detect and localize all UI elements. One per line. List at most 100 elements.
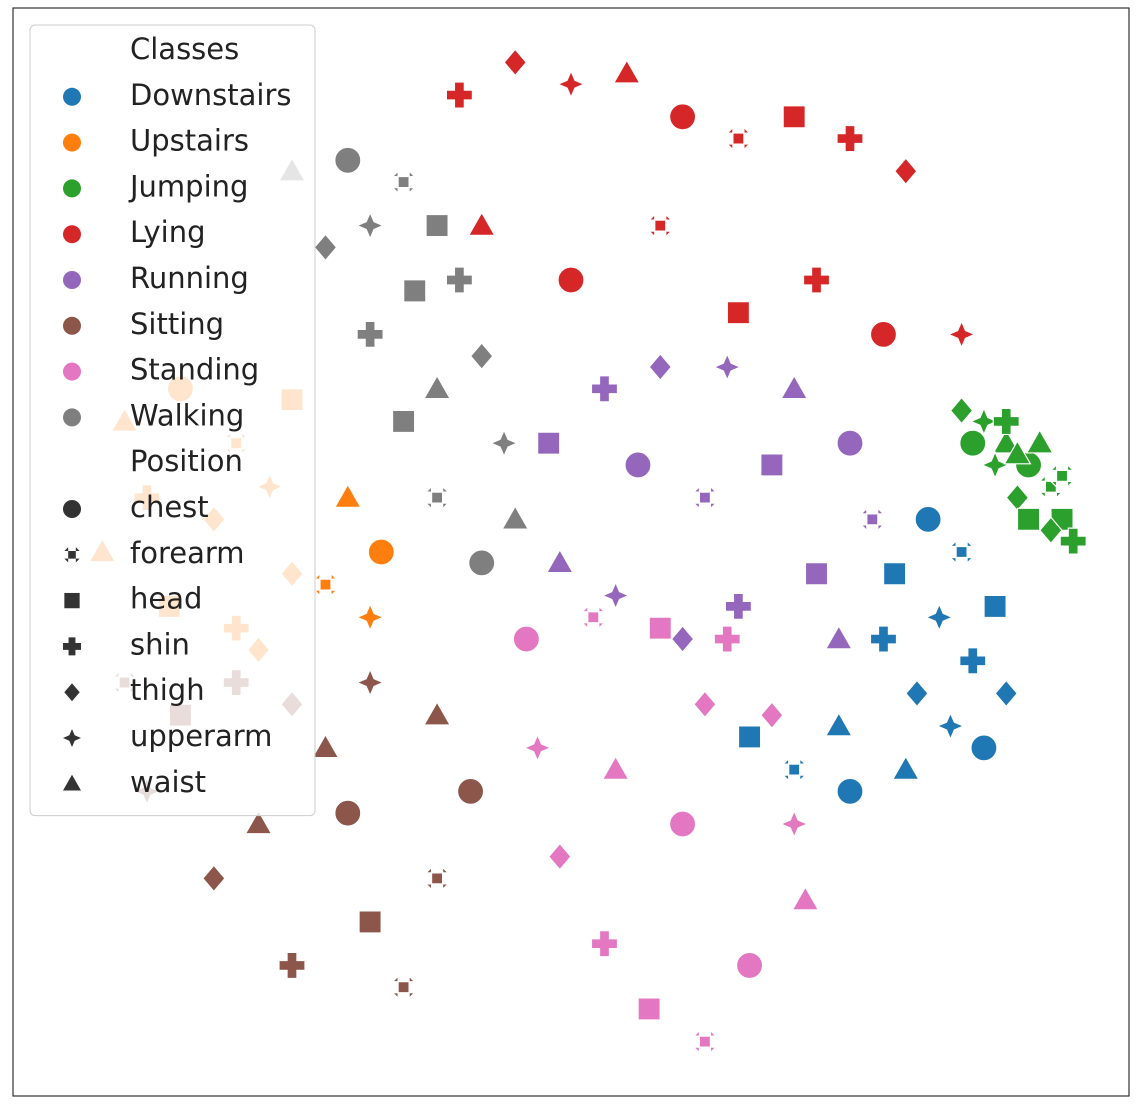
point <box>1016 507 1041 532</box>
point <box>391 169 417 195</box>
point <box>423 374 452 400</box>
legend-title: Classes <box>130 32 239 66</box>
point <box>537 431 561 455</box>
point <box>725 126 751 152</box>
point <box>959 429 987 457</box>
legend-marker <box>63 774 81 791</box>
point <box>735 951 764 980</box>
point <box>391 409 416 434</box>
legend-label: Upstairs <box>130 124 249 158</box>
point <box>737 725 762 749</box>
legend-marker <box>63 729 81 747</box>
point <box>970 734 998 762</box>
legend-label: Running <box>130 261 249 295</box>
point <box>959 647 987 675</box>
point <box>202 864 226 893</box>
legend-marker <box>63 87 81 106</box>
point <box>1049 463 1075 489</box>
point <box>891 755 920 780</box>
point <box>869 320 898 348</box>
point <box>648 616 672 640</box>
legend-marker <box>64 592 80 609</box>
point <box>590 930 619 958</box>
point <box>445 266 473 294</box>
point <box>355 211 385 241</box>
point <box>779 809 809 839</box>
point <box>692 485 718 511</box>
point <box>893 157 918 186</box>
point <box>804 562 829 586</box>
point <box>869 625 898 653</box>
point <box>969 406 999 436</box>
legend-label: Lying <box>130 215 206 249</box>
point <box>391 974 417 1000</box>
point <box>456 777 485 805</box>
point <box>782 105 806 129</box>
legend-marker <box>63 225 81 244</box>
point <box>469 342 494 371</box>
point <box>935 711 965 741</box>
legend-marker <box>63 133 81 152</box>
point <box>489 428 519 458</box>
point <box>947 319 977 349</box>
point <box>356 320 384 348</box>
legend-marker <box>63 179 81 198</box>
point <box>760 453 784 477</box>
point <box>358 910 382 934</box>
legend-label: forearm <box>130 536 245 570</box>
point <box>311 733 340 759</box>
point <box>983 594 1007 619</box>
point <box>467 211 496 236</box>
point <box>882 562 907 586</box>
point <box>647 213 673 239</box>
point <box>580 604 606 630</box>
point <box>648 353 673 381</box>
point <box>334 799 362 827</box>
point <box>503 48 528 77</box>
point <box>556 69 586 99</box>
point <box>1039 516 1063 545</box>
point <box>468 549 496 577</box>
legend-marker <box>64 683 80 702</box>
legend-marker <box>63 500 81 518</box>
point <box>334 146 362 174</box>
point <box>980 450 1010 480</box>
plot-frame <box>12 7 1130 1097</box>
legend-label: head <box>130 582 202 616</box>
point <box>548 842 572 871</box>
point <box>836 429 864 457</box>
point <box>278 951 306 980</box>
point <box>1025 428 1054 454</box>
point <box>924 602 954 632</box>
legend-marker <box>63 271 81 289</box>
legend-marker <box>63 316 81 335</box>
point <box>522 733 553 763</box>
point <box>859 506 885 532</box>
point <box>724 592 752 620</box>
point <box>836 777 864 805</box>
point <box>313 233 338 262</box>
legend-marker <box>63 408 81 427</box>
legend-marker <box>63 362 81 381</box>
point <box>905 679 929 708</box>
legend-label: Downstairs <box>130 78 292 112</box>
point <box>992 407 1020 436</box>
point <box>712 352 742 382</box>
legend-label: Standing <box>130 353 259 387</box>
point <box>424 485 450 511</box>
point <box>501 505 530 530</box>
point <box>791 885 820 911</box>
point <box>624 451 652 479</box>
point <box>760 701 784 730</box>
point <box>802 266 831 294</box>
legend-label: Walking <box>130 398 244 432</box>
point <box>1059 527 1087 555</box>
legend-marker <box>63 637 81 656</box>
point <box>949 396 974 425</box>
point <box>637 997 661 1021</box>
point <box>824 711 853 737</box>
legend-label: Sitting <box>130 307 224 341</box>
legend-label: waist <box>130 765 206 799</box>
point <box>557 266 585 294</box>
point <box>693 690 717 719</box>
